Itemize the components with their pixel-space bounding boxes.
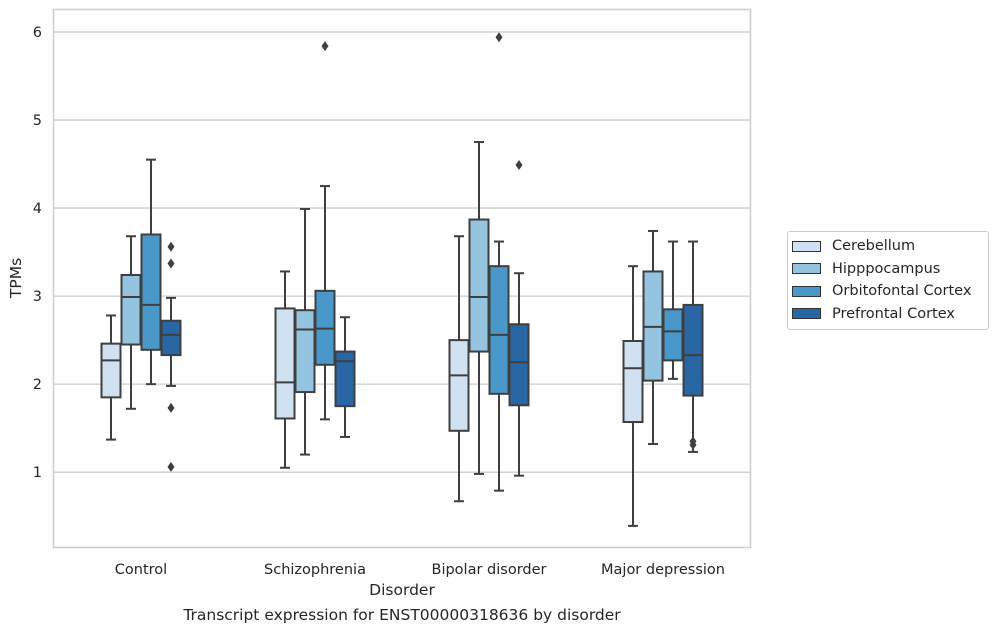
outlier-point <box>167 241 175 252</box>
y-tick-labels: 1 2 3 4 5 6 <box>33 25 42 481</box>
box-group <box>120 235 142 410</box>
box-group <box>622 265 644 527</box>
box <box>448 339 470 432</box>
y-tick-label: 1 <box>33 465 42 481</box>
box-group <box>140 158 162 386</box>
box-group <box>508 159 530 477</box>
box-group <box>642 229 664 446</box>
plot-frame <box>52 8 752 549</box>
box-group <box>100 314 122 441</box>
legend-swatch <box>792 240 821 252</box>
x-axis-label: Disorder <box>369 581 435 599</box>
x-tick-label: Schizophrenia <box>264 562 366 578</box>
legend-label: Prefrontal Cortex <box>832 305 955 322</box>
legend-label: Cerebellum <box>832 238 916 255</box>
box <box>100 342 122 399</box>
box <box>334 350 356 408</box>
legend-item: Prefrontal Cortex <box>788 303 988 326</box>
box-group <box>314 41 336 421</box>
box <box>468 218 490 353</box>
legend-item: Hipppocampus <box>788 258 988 281</box>
outlier-point <box>321 41 329 52</box>
outlier-point <box>689 439 697 450</box>
box <box>274 307 296 420</box>
outlier-point <box>167 402 175 413</box>
legend-swatch <box>792 308 821 320</box>
box-group <box>488 32 510 492</box>
outlier-point <box>167 461 175 472</box>
legend-label: Orbitofontal Cortex <box>832 283 972 300</box>
outlier-point <box>515 159 523 170</box>
y-tick-label: 5 <box>33 113 42 129</box>
x-tick-label: Bipolar disorder <box>432 562 547 578</box>
box <box>120 273 142 346</box>
box-group <box>274 270 296 469</box>
box-group <box>334 316 356 438</box>
box <box>140 233 162 351</box>
legend-swatch <box>792 263 821 275</box>
box-group <box>448 235 470 503</box>
legend-item: Cerebellum <box>788 235 988 258</box>
box <box>160 319 182 357</box>
box <box>488 265 510 395</box>
legend-label: Hipppocampus <box>832 260 941 277</box>
x-tick-label: Major depression <box>601 562 725 578</box>
outlier-point <box>495 32 503 43</box>
box-group <box>682 240 704 453</box>
y-tick-label: 2 <box>33 377 42 393</box>
y-tick-label: 4 <box>33 201 42 217</box>
box <box>508 323 530 407</box>
legend: Cerebellum Hipppocampus Orbitofontal Cor… <box>787 231 989 330</box>
outlier-point <box>167 258 175 269</box>
box-group <box>468 141 490 475</box>
box <box>662 308 684 362</box>
box <box>682 303 704 397</box>
y-tick-label: 6 <box>33 25 42 41</box>
boxes <box>100 32 704 527</box>
figure-caption: Transcript expression for ENST0000031863… <box>183 606 621 624</box>
x-tick-label: Control <box>115 562 167 578</box>
y-tick-label: 3 <box>33 289 42 305</box>
legend-swatch <box>792 285 821 297</box>
box-group <box>294 207 316 456</box>
x-tick-labels: Control Schizophrenia Bipolar disorder Majo… <box>115 562 725 578</box>
box-group <box>160 241 182 472</box>
legend-item: Orbitofontal Cortex <box>788 280 988 303</box>
box <box>294 309 316 394</box>
box <box>622 340 644 423</box>
box-group <box>662 240 684 380</box>
y-axis-label: TPMs <box>7 258 25 299</box>
